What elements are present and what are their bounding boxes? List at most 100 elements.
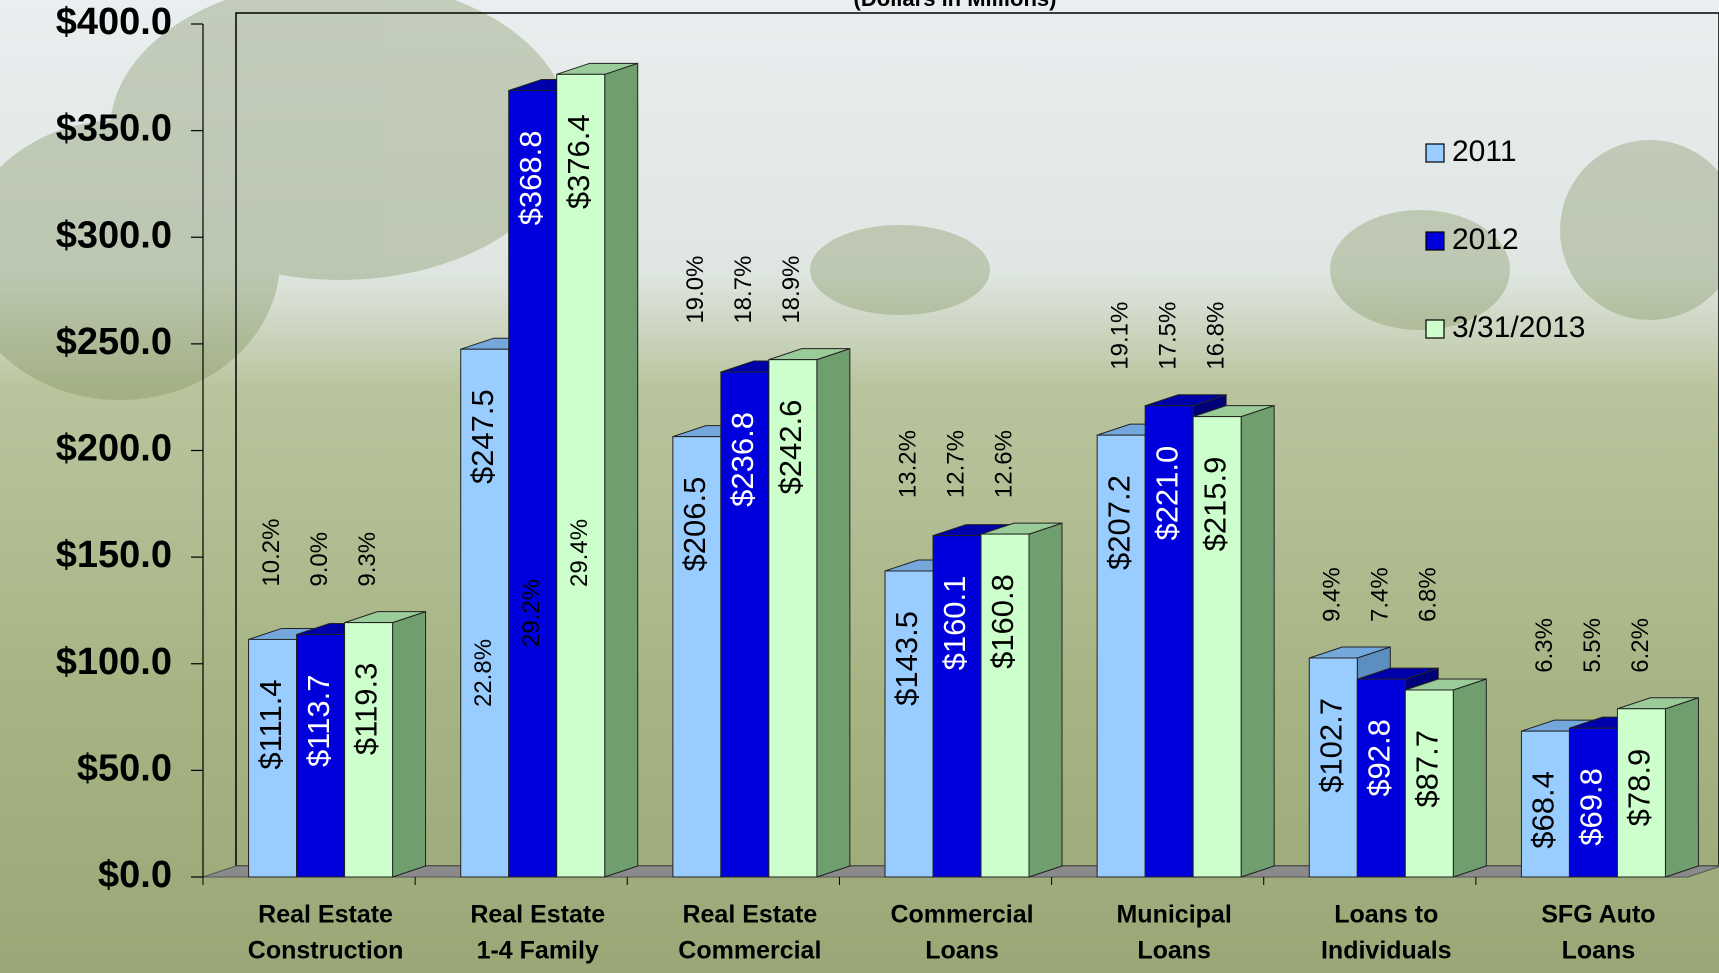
bar-side (1240, 404, 1275, 878)
bar (932, 535, 982, 878)
value-label: $236.8 (725, 412, 760, 507)
bar (1096, 434, 1146, 878)
value-label: $376.4 (561, 114, 596, 209)
share-label: 29.2% (518, 579, 545, 647)
share-label: 6.3% (1531, 618, 1558, 673)
value-label: $143.5 (889, 611, 924, 706)
value-label: $368.8 (513, 131, 548, 226)
value-label: $206.5 (677, 477, 712, 572)
share-label: 9.3% (354, 532, 381, 587)
x-tick-label: Loans (925, 937, 999, 965)
value-label: $221.0 (1149, 446, 1184, 541)
bar-side (604, 62, 639, 878)
y-tick-label: $50.0 (77, 747, 172, 789)
share-label: 6.8% (1415, 567, 1442, 622)
legend-swatch (1425, 319, 1445, 339)
share-label: 12.6% (990, 430, 1017, 498)
x-tick-label: Commercial (890, 901, 1033, 929)
value-label: $92.8 (1361, 719, 1396, 797)
bar-side (1452, 678, 1487, 878)
value-label: $111.4 (253, 679, 288, 769)
bar (1568, 727, 1618, 878)
bar (1520, 730, 1570, 878)
x-tick-label: Loans (1562, 937, 1636, 965)
share-label: 17.5% (1154, 302, 1181, 370)
x-tick-label: Loans (1137, 937, 1211, 965)
bar (1308, 657, 1358, 878)
bar (1616, 708, 1666, 878)
plot-area: $0.0 $50.0 $100.0 $150.0 $200.0 $250.0 $300.0 $… (56, 1, 1719, 965)
x-tick-label: Commercial (678, 937, 821, 965)
y-tick-label: $300.0 (56, 214, 172, 256)
legend-label: 2012 (1452, 223, 1519, 256)
share-label: 19.0% (682, 256, 709, 324)
share-label: 5.5% (1579, 618, 1606, 673)
bar (768, 359, 818, 878)
share-label: 12.7% (942, 430, 969, 498)
share-label: 29.4% (566, 519, 593, 587)
bar-side (392, 610, 427, 878)
bar (460, 348, 510, 878)
value-label: $207.2 (1101, 475, 1136, 570)
value-label: $119.3 (349, 663, 384, 756)
chart-subtitle: (Dollars in Millions) (854, 0, 1057, 11)
x-tick-label: Real Estate (470, 901, 605, 929)
bar (296, 634, 346, 878)
bar-side (1664, 697, 1699, 878)
x-tick-label: Municipal (1116, 901, 1231, 929)
value-label: $247.5 (465, 389, 500, 484)
share-label: 18.7% (730, 256, 757, 324)
x-tick-label: Real Estate (258, 901, 393, 929)
y-tick-label: $350.0 (56, 108, 172, 150)
bar (1356, 678, 1406, 878)
share-label: 22.8% (470, 639, 497, 707)
value-label: $160.8 (985, 574, 1020, 669)
legend-swatch (1425, 143, 1445, 163)
x-tick-label: Individuals (1321, 937, 1452, 965)
bar (1404, 689, 1454, 878)
share-label: 18.9% (778, 256, 805, 324)
y-tick-label: $400.0 (56, 1, 172, 43)
share-label: 7.4% (1367, 567, 1394, 622)
y-tick-label: $100.0 (56, 641, 172, 683)
value-label: $78.9 (1622, 749, 1657, 827)
value-label: $87.7 (1409, 730, 1444, 808)
background-trees (0, 0, 1719, 400)
x-tick-label: Loans to (1334, 901, 1438, 929)
share-label: 16.8% (1202, 302, 1229, 370)
value-label: $215.9 (1197, 457, 1232, 552)
bar (344, 622, 394, 878)
y-tick-label: $250.0 (56, 321, 172, 363)
legend-label: 3/31/2013 (1452, 311, 1585, 344)
value-label: $68.4 (1526, 771, 1561, 849)
share-label: 9.4% (1319, 567, 1346, 622)
y-tick-label: $0.0 (98, 854, 172, 896)
share-label: 10.2% (258, 519, 285, 587)
x-tick-label: Construction (248, 937, 404, 965)
y-tick-label: $150.0 (56, 534, 172, 576)
bar-side (816, 347, 851, 878)
share-label: 6.2% (1627, 618, 1654, 673)
value-label: $242.6 (773, 400, 808, 495)
bar (248, 638, 298, 878)
x-tick-label: SFG Auto (1541, 901, 1655, 929)
legend-swatch (1425, 231, 1445, 251)
legend-label: 2011 (1452, 135, 1517, 168)
share-label: 19.1% (1106, 302, 1133, 370)
value-label: $113.7 (301, 675, 336, 768)
bar (884, 570, 934, 878)
x-tick-label: 1-4 Family (477, 937, 599, 965)
value-label: $160.1 (937, 576, 972, 671)
share-label: 9.0% (306, 532, 333, 587)
bar (1192, 416, 1242, 878)
bar (1144, 405, 1194, 878)
bar-side (1028, 522, 1063, 878)
y-tick-label: $200.0 (56, 428, 172, 470)
share-label: 13.2% (894, 430, 921, 498)
bar (556, 73, 606, 878)
value-label: $102.7 (1313, 698, 1348, 793)
x-tick-label: Real Estate (682, 901, 817, 929)
legend: 2011 2012 3/31/2013 (1425, 135, 1585, 344)
bar (980, 533, 1030, 878)
